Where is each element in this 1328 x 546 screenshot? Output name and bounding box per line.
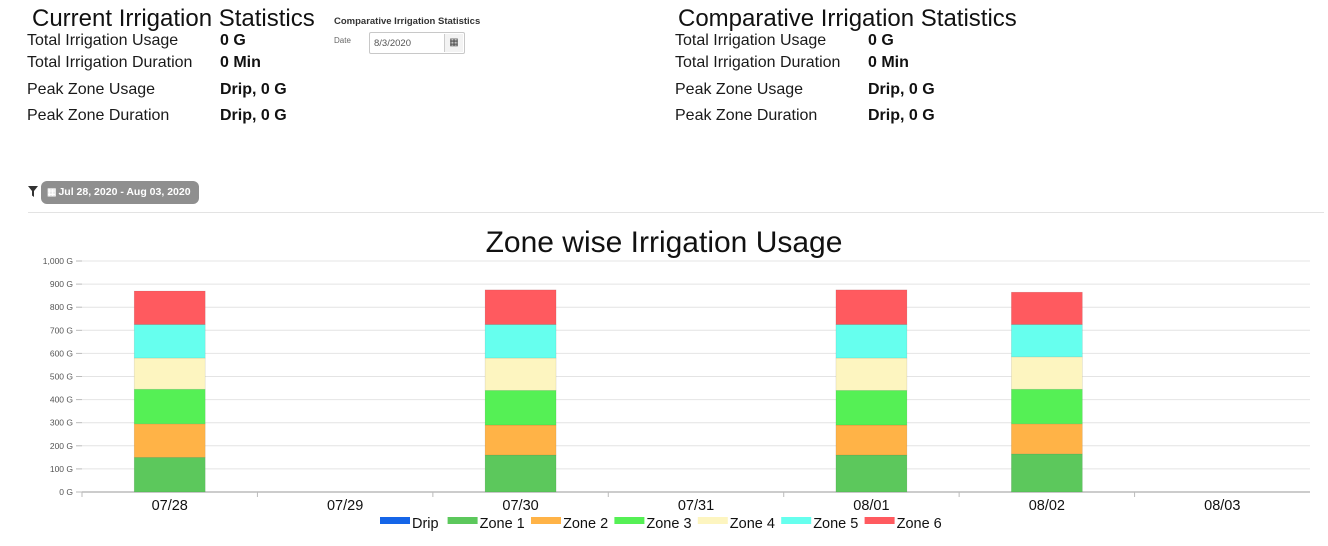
x-tick-label: 07/29 — [327, 498, 363, 514]
y-tick-label: 800 G — [50, 302, 73, 312]
bar-08-01-zone-4[interactable] — [835, 357, 908, 391]
y-tick-label: 500 G — [50, 372, 73, 382]
x-tick-label: 08/02 — [1029, 498, 1065, 514]
stat-value: 0 G — [220, 32, 246, 49]
date-picker[interactable]: ▦ — [369, 32, 465, 54]
divider — [28, 212, 1324, 213]
date-label: Date — [334, 36, 351, 45]
current-total-duration: Total Irrigation Duration 0 Min — [27, 54, 327, 72]
calendar-icon[interactable]: ▦ — [444, 34, 463, 52]
legend-swatch-zone-3[interactable] — [614, 517, 645, 524]
bar-07-28-zone-3[interactable] — [133, 388, 206, 425]
legend-swatch-drip[interactable] — [380, 517, 410, 524]
filter-icon[interactable] — [28, 186, 38, 197]
legend-swatch-zone-5[interactable] — [781, 517, 812, 524]
y-tick-label: 1,000 G — [43, 256, 73, 266]
legend-swatch-zone-1[interactable] — [447, 517, 478, 524]
legend-label[interactable]: Drip — [412, 516, 439, 532]
bar-08-02-zone-3[interactable] — [1011, 388, 1083, 425]
bar-08-02-zone-4[interactable] — [1011, 356, 1083, 390]
x-tick-label: 08/01 — [853, 498, 889, 514]
bar-07-30-zone-2[interactable] — [484, 424, 557, 456]
y-tick-label: 200 G — [50, 441, 73, 451]
legend-swatch-zone-6[interactable] — [864, 517, 895, 524]
bar-07-28-zone-6[interactable] — [133, 290, 206, 325]
stat-value: Drip, 0 G — [220, 81, 287, 98]
stat-label: Total Irrigation Usage — [675, 32, 827, 49]
x-tick-label: 08/03 — [1204, 498, 1240, 514]
bar-07-28-zone-5[interactable] — [133, 324, 206, 359]
bar-07-30-zone-5[interactable] — [484, 324, 557, 359]
bar-08-02-zone-5[interactable] — [1011, 324, 1083, 358]
stat-label: Peak Zone Duration — [27, 107, 170, 124]
bar-08-01-zone-6[interactable] — [835, 289, 908, 325]
legend-swatch-zone-4[interactable] — [697, 517, 728, 524]
y-tick-label: 300 G — [50, 418, 73, 428]
y-tick-label: 100 G — [50, 464, 73, 474]
date-input[interactable] — [374, 36, 440, 50]
calendar-icon: ▦ — [47, 187, 57, 198]
stat-label: Total Irrigation Usage — [27, 32, 179, 49]
date-range-label: Jul 28, 2020 - Aug 03, 2020 — [58, 186, 191, 198]
comparative-stats-title: Comparative Irrigation Statistics — [678, 5, 1017, 32]
x-tick-label: 07/31 — [678, 498, 714, 514]
y-tick-label: 600 G — [50, 348, 73, 358]
stat-value: Drip, 0 G — [868, 107, 935, 124]
legend-label[interactable]: Zone 6 — [897, 516, 942, 532]
picker-title: Comparative Irrigation Statistics — [334, 16, 481, 27]
bar-08-01-zone-2[interactable] — [835, 424, 908, 456]
bar-08-01-zone-5[interactable] — [835, 324, 908, 359]
x-tick-label: 07/28 — [152, 498, 188, 514]
y-tick-label: 0 G — [59, 487, 73, 497]
bar-08-02-zone-2[interactable] — [1011, 423, 1083, 455]
stat-value: 0 G — [868, 32, 894, 49]
bar-07-30-zone-3[interactable] — [484, 390, 557, 426]
stat-label: Total Irrigation Duration — [27, 54, 193, 71]
comparative-peak-zone-usage: Peak Zone Usage Drip, 0 G — [675, 81, 975, 99]
legend-swatch-zone-2[interactable] — [531, 517, 561, 524]
bar-08-01-zone-1[interactable] — [835, 454, 908, 493]
stat-value: Drip, 0 G — [868, 81, 935, 98]
stat-label: Peak Zone Usage — [675, 81, 804, 98]
comparative-total-duration: Total Irrigation Duration 0 Min — [675, 54, 975, 72]
stat-value: 0 Min — [220, 54, 261, 71]
current-total-usage: Total Irrigation Usage 0 G — [27, 32, 327, 50]
stat-label: Total Irrigation Duration — [675, 54, 841, 71]
bar-08-01-zone-3[interactable] — [835, 390, 908, 426]
x-tick-label: 07/30 — [502, 498, 538, 514]
bar-07-28-zone-1[interactable] — [133, 457, 206, 493]
stat-value: 0 Min — [868, 54, 909, 71]
bar-07-28-zone-4[interactable] — [133, 357, 206, 390]
legend-label[interactable]: Zone 2 — [563, 516, 608, 532]
stat-label: Peak Zone Usage — [27, 81, 156, 98]
bar-08-02-zone-1[interactable] — [1011, 453, 1083, 493]
y-tick-label: 400 G — [50, 395, 73, 405]
legend-label[interactable]: Zone 5 — [813, 516, 858, 532]
legend-label[interactable]: Zone 3 — [646, 516, 691, 532]
comparative-total-usage: Total Irrigation Usage 0 G — [675, 32, 975, 50]
bar-07-30-zone-4[interactable] — [484, 357, 557, 391]
stat-value: Drip, 0 G — [220, 107, 287, 124]
bar-08-02-zone-6[interactable] — [1011, 291, 1083, 325]
y-tick-label: 900 G — [50, 279, 73, 289]
y-tick-label: 700 G — [50, 325, 73, 335]
stat-label: Peak Zone Duration — [675, 107, 818, 124]
legend-label[interactable]: Zone 4 — [730, 516, 775, 532]
chart-title: Zone wise Irrigation Usage — [486, 226, 843, 259]
current-peak-zone-usage: Peak Zone Usage Drip, 0 G — [27, 81, 327, 99]
comparative-peak-zone-duration: Peak Zone Duration Drip, 0 G — [675, 107, 975, 125]
bar-07-30-zone-6[interactable] — [484, 289, 557, 325]
bar-07-30-zone-1[interactable] — [484, 454, 557, 493]
date-range-button[interactable]: ▦ Jul 28, 2020 - Aug 03, 2020 — [41, 181, 199, 204]
current-peak-zone-duration: Peak Zone Duration Drip, 0 G — [27, 107, 327, 125]
legend-label[interactable]: Zone 1 — [480, 516, 525, 532]
current-stats-title: Current Irrigation Statistics — [32, 5, 315, 32]
bar-07-28-zone-2[interactable] — [133, 423, 206, 458]
